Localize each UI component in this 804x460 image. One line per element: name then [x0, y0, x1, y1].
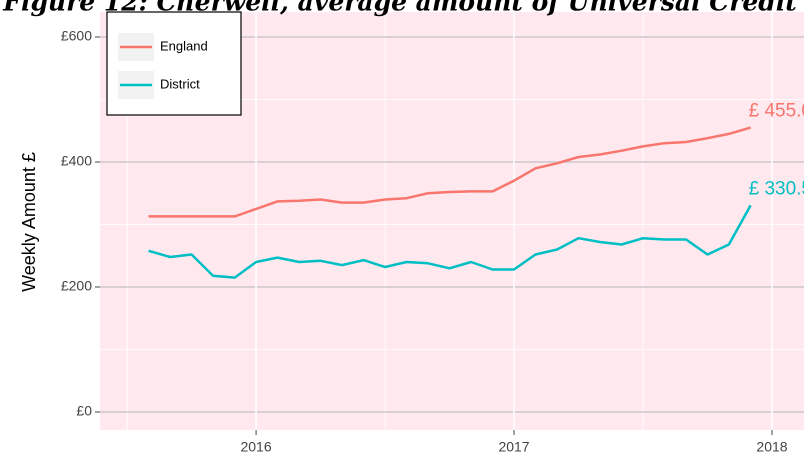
legend-box [106, 11, 242, 116]
legend: England District [106, 11, 242, 116]
x-tick-label: 2017 [498, 439, 529, 455]
y-tick-label: £400 [61, 153, 92, 169]
end-label: £ 330.53 [749, 178, 804, 199]
legend-label: England [160, 38, 208, 53]
end-label: £ 455.05 [749, 101, 804, 122]
y-tick-label: £600 [61, 28, 92, 44]
line [148, 204, 752, 279]
legend-label: District [160, 76, 200, 91]
y-axis-label: Weekly Amount £ [19, 152, 39, 292]
x-tick-label: 2016 [240, 439, 271, 455]
y-tick-label: £200 [61, 278, 92, 294]
y-tick-label: £0 [76, 403, 92, 419]
x-tick-label: 2018 [756, 439, 787, 455]
line [148, 126, 751, 218]
chart-title: Figure 12: Cherwell, average amount of U… [2, 0, 797, 17]
